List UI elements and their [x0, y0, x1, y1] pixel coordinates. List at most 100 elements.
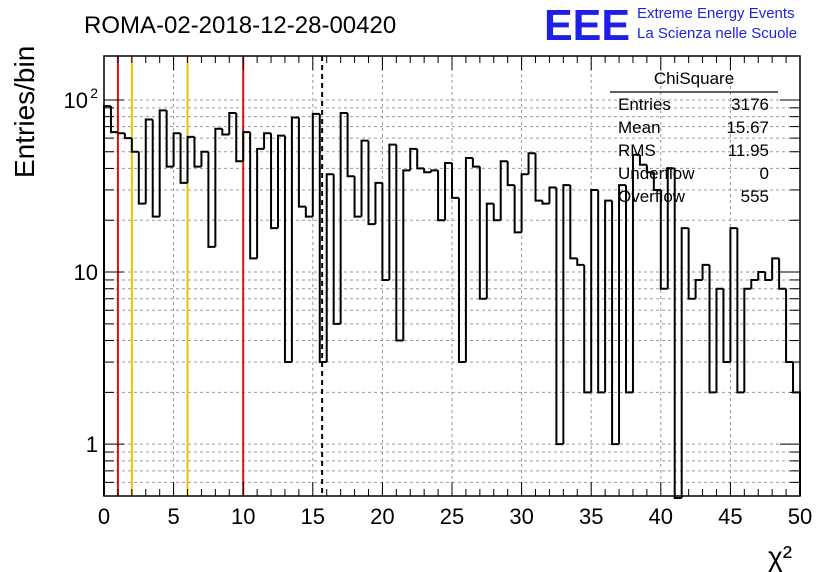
histogram-bin: [228, 111, 237, 135]
histogram-bin-outline: [402, 169, 411, 341]
histogram-bin: [249, 132, 258, 260]
histogram-bin-outline: [576, 258, 585, 266]
histogram-bin-outline: [318, 113, 327, 364]
histogram-bin: [792, 362, 801, 496]
histogram-bin-outline: [381, 182, 390, 281]
histogram-bin: [318, 113, 327, 364]
histogram-bin: [764, 272, 773, 281]
stats-rows: Entries 3176 Mean 15.67 RMS 11.95 Underflow 0 Ov…: [618, 95, 769, 206]
x-tick-label: 35: [579, 504, 603, 529]
histogram-bin-outline: [256, 147, 265, 259]
histogram-bin: [680, 227, 689, 498]
histogram-bin: [583, 264, 592, 394]
histogram-bin-outline: [242, 131, 251, 162]
histogram-bin-outline: [165, 110, 174, 168]
histogram-bin-outline: [471, 157, 480, 168]
histogram-bin-outline: [339, 111, 348, 324]
histogram-bin-outline: [200, 150, 209, 167]
histogram-bin: [687, 228, 696, 300]
histogram-bin-outline: [583, 264, 592, 394]
histogram-bin-outline: [569, 185, 578, 260]
histogram-bin-outline: [631, 153, 640, 393]
histogram-bin: [207, 151, 216, 248]
histogram-bin: [694, 278, 703, 299]
stats-row: Overflow 555: [618, 187, 769, 206]
histogram-bin: [492, 203, 501, 222]
x-tick-label: 25: [440, 504, 464, 529]
histogram-bin-outline: [520, 173, 529, 233]
histogram-bin-outline: [451, 163, 459, 199]
histogram-bin-outline: [618, 184, 626, 445]
histogram-bin-outline: [729, 227, 738, 363]
x-tick-label: 20: [370, 504, 394, 529]
histogram-bin: [444, 162, 452, 221]
histogram-bin: [367, 140, 376, 226]
histogram-bin-outline: [506, 161, 515, 187]
histogram-bin: [297, 117, 306, 208]
histogram-bin: [743, 287, 752, 393]
histogram-bin: [625, 185, 633, 394]
stats-box-title: ChiSquare: [654, 69, 734, 88]
histogram-bin-outline: [367, 140, 376, 226]
histogram-bin: [618, 184, 626, 445]
histogram-bin-outline: [645, 164, 654, 174]
x-tick-label: 45: [718, 504, 742, 529]
histogram-bin-outline: [409, 147, 418, 171]
histogram-bin-outline: [562, 184, 571, 445]
histogram-bin: [304, 206, 313, 218]
histogram-bin: [715, 287, 724, 393]
x-tick-label: 30: [509, 504, 533, 529]
histogram-bin-outline: [694, 278, 703, 299]
histogram-bin: [270, 133, 278, 230]
histogram-bin: [130, 138, 139, 153]
histogram-bin-outline: [430, 169, 439, 173]
histogram-bin: [708, 264, 717, 394]
histogram-bin-outline: [743, 287, 752, 393]
histogram-bin-outline: [736, 228, 745, 394]
histogram-bin-outline: [353, 176, 362, 218]
histogram-bin: [200, 150, 209, 167]
x-axis-ticks: 0 5 10 15 20 25 30 35 40 45 50: [98, 56, 812, 529]
histogram-bin-outline: [444, 162, 452, 221]
histogram-bin: [437, 170, 446, 222]
histogram-bin: [506, 161, 515, 187]
histogram-bin-outline: [374, 181, 383, 225]
histogram-bin: [374, 181, 383, 225]
histogram-bin-outline: [492, 203, 501, 222]
stats-row: RMS 11.95: [618, 141, 769, 160]
histogram-bin: [346, 112, 355, 178]
histogram-bin-outline: [638, 154, 647, 166]
histogram-bin-outline: [527, 152, 536, 175]
histogram-bin: [353, 176, 362, 218]
histogram-bin: [645, 164, 654, 174]
histogram-bin: [513, 185, 522, 234]
histogram-bin-outline: [103, 105, 111, 496]
histogram-bin: [325, 173, 334, 363]
histogram-bin: [402, 169, 411, 341]
histogram-bin: [757, 271, 766, 280]
histogram-bin: [409, 147, 418, 171]
histogram-bin-outline: [297, 117, 306, 208]
histogram-bin: [520, 173, 529, 233]
brand-line-2: La Scienza nelle Scuole: [637, 25, 797, 42]
histogram-bin: [569, 185, 578, 260]
histogram-bin-outline: [283, 135, 292, 364]
histogram-bin: [485, 202, 494, 299]
histogram-bin: [430, 169, 439, 173]
histogram-bin: [277, 134, 285, 229]
stats-row: Underflow 0: [618, 164, 769, 183]
histogram-bin-outline: [597, 189, 606, 394]
stats-value: 555: [741, 187, 769, 206]
histogram-bin-outline: [221, 128, 230, 136]
histogram-bin: [137, 151, 146, 205]
histogram-bin: [235, 112, 244, 163]
histogram-bin-outline: [263, 132, 272, 149]
histogram-bin-outline: [346, 112, 355, 178]
histogram-bin-outline: [277, 134, 285, 229]
histogram-bin: [123, 133, 132, 140]
histogram-bin-outline: [485, 202, 494, 299]
histogram-bin: [242, 131, 251, 162]
histogram-bin: [256, 147, 265, 259]
histogram-bin: [534, 153, 543, 202]
histogram-bin-outline: [680, 227, 689, 498]
